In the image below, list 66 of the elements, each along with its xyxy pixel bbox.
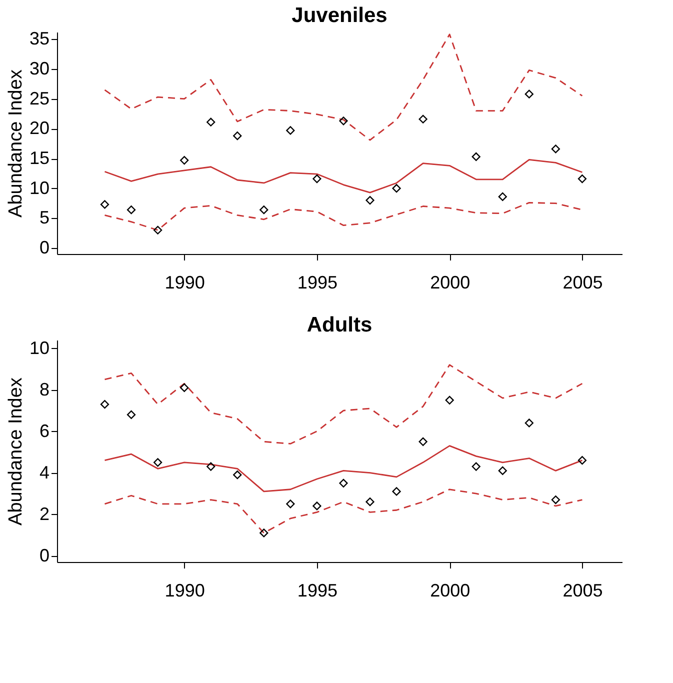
y-tick-label: 10 — [29, 338, 50, 358]
y-tick-label: 4 — [39, 462, 50, 482]
x-tick-label: 2000 — [430, 272, 470, 292]
y-tick-label: 30 — [29, 58, 50, 78]
y-tick-label: 35 — [29, 28, 50, 49]
point — [260, 206, 268, 214]
point — [551, 495, 560, 504]
point — [498, 192, 507, 202]
y-axis-title: Abundance Index — [5, 377, 26, 526]
y-tick-label: 15 — [29, 148, 50, 168]
x-tick-label: 1995 — [297, 580, 338, 600]
point — [180, 383, 189, 392]
point — [498, 466, 507, 476]
y-tick-label: 0 — [39, 238, 50, 258]
line-series — [104, 159, 583, 194]
point — [472, 152, 480, 162]
x-tick-label: 2005 — [562, 580, 603, 600]
point — [233, 132, 242, 140]
point — [392, 487, 401, 496]
y-tick-label: 5 — [39, 208, 50, 228]
chart-title: Juveniles — [292, 4, 388, 28]
point — [339, 478, 348, 488]
point — [312, 174, 322, 184]
point — [392, 184, 401, 193]
point — [551, 144, 560, 154]
point — [153, 458, 162, 467]
point — [524, 90, 534, 98]
y-tick-label: 25 — [29, 88, 50, 108]
x-tick-label: 2000 — [430, 580, 470, 600]
y-tick-label: 10 — [29, 178, 50, 198]
point — [260, 528, 268, 538]
point — [339, 116, 348, 126]
point — [445, 396, 454, 404]
x-tick-label: 1990 — [164, 272, 205, 292]
point — [100, 400, 110, 409]
y-tick-label: 0 — [39, 545, 50, 566]
point — [286, 126, 295, 135]
chart-title: Adults — [306, 313, 372, 336]
point — [312, 502, 322, 510]
y-tick-label: 8 — [39, 379, 50, 400]
point — [286, 500, 295, 508]
x-tick-label: 1990 — [164, 580, 205, 600]
point — [578, 456, 587, 465]
point — [126, 410, 136, 419]
point — [153, 226, 162, 234]
line-series — [104, 364, 583, 444]
y-tick-label: 2 — [39, 504, 50, 524]
point — [366, 196, 374, 205]
point — [233, 470, 242, 480]
line-series — [104, 34, 583, 141]
y-axis-title: Abundance Index — [5, 69, 26, 218]
y-tick-label: 20 — [29, 118, 50, 138]
point — [180, 156, 189, 165]
x-tick-label: 2005 — [562, 272, 603, 292]
point — [126, 206, 136, 214]
point — [366, 498, 374, 506]
point — [472, 462, 480, 471]
point — [578, 174, 587, 184]
point — [206, 462, 216, 471]
point — [524, 418, 534, 428]
point — [206, 118, 216, 126]
point — [100, 200, 110, 209]
point — [418, 437, 428, 446]
point — [418, 114, 428, 124]
y-tick-label: 6 — [39, 420, 50, 441]
x-tick-label: 1995 — [297, 272, 338, 292]
